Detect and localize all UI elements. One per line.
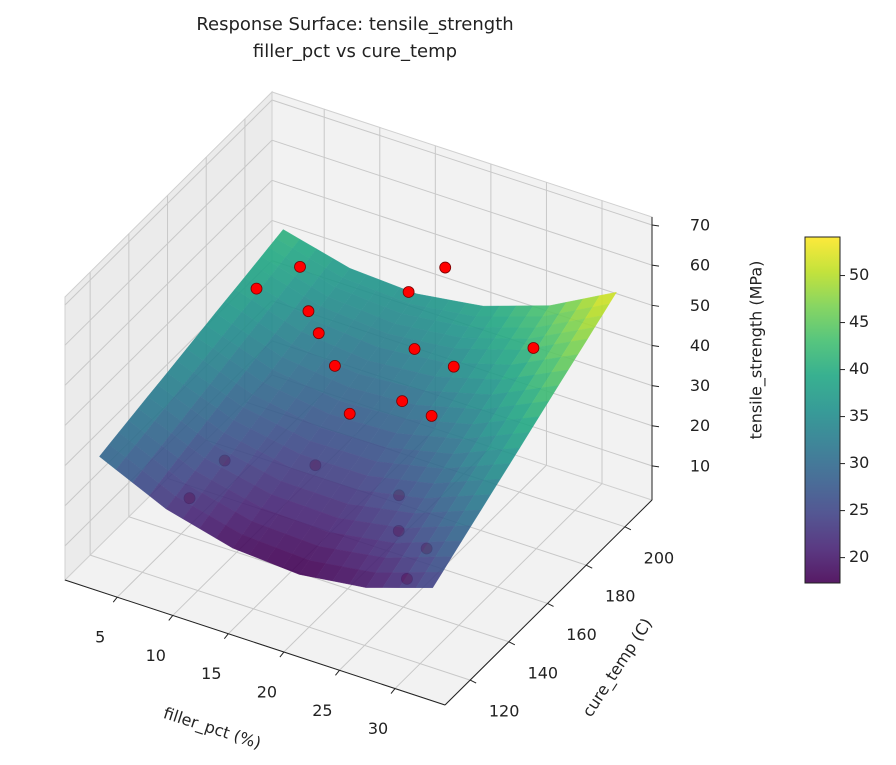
x-tick-label: 25 (312, 701, 332, 720)
data-point (402, 286, 415, 298)
y-tick-label: 160 (566, 625, 597, 644)
tick-mark (651, 344, 660, 347)
colorbar-frame (804, 236, 841, 584)
z-tick-label: 50 (690, 296, 710, 315)
grid-line (271, 99, 653, 226)
colorbar-scale (805, 237, 840, 583)
tick-mark (223, 633, 229, 640)
tick-mark (335, 669, 340, 676)
tick-mark (651, 425, 660, 428)
tick-mark (651, 465, 660, 468)
surface-facet (415, 571, 443, 589)
axes: 5 10 15 20 25 30 120 140 160 180 200 10 20 30 40 50 60 70 (64, 216, 710, 738)
grid-line (394, 483, 603, 689)
colorbar-tick-label: 35 (849, 406, 869, 425)
z-tick-label: 10 (690, 456, 710, 475)
colorbar-tick-label: 25 (849, 500, 869, 519)
colorbar-tick-label: 45 (849, 312, 869, 331)
tick-mark (390, 688, 396, 694)
x-tick-label: 20 (257, 683, 277, 702)
grid-line (64, 220, 273, 426)
tick-mark (112, 596, 118, 603)
data-point (343, 407, 356, 420)
colorbar-tick-label: 50 (849, 265, 869, 284)
x-tick-label: 30 (368, 719, 388, 738)
z-tick-label: 20 (690, 416, 710, 435)
grid-line (128, 516, 509, 643)
grid-line (64, 179, 273, 386)
data-point (329, 359, 341, 372)
z-tick-label: 70 (690, 216, 710, 235)
z-tick-label: 60 (690, 256, 710, 275)
x-axis-label: filler_pct (%) (161, 703, 264, 753)
data-point (425, 410, 438, 422)
x-axis-line (64, 579, 446, 706)
tick-mark (168, 615, 174, 621)
tick-mark (651, 385, 660, 388)
data-point (312, 327, 325, 340)
data-point (408, 343, 421, 355)
tick-mark (651, 304, 660, 307)
y-axis-line (444, 499, 653, 706)
y-tick-label: 120 (489, 702, 520, 721)
z-tick-label: 40 (690, 336, 710, 355)
data-point (527, 342, 540, 354)
y-tick-label: 140 (528, 663, 559, 682)
surface (99, 229, 617, 589)
chart-title: Response Surface: tensile_strength (196, 14, 513, 35)
x-tick-label: 5 (95, 628, 105, 647)
colorbar-tick-label: 20 (849, 547, 869, 566)
data-point (302, 305, 315, 318)
z-axis-label: tensile_strength (MPa) (747, 261, 767, 440)
grid-line (271, 179, 653, 306)
data-point (250, 282, 263, 295)
data-point (396, 395, 409, 408)
z-tick-label: 30 (690, 376, 710, 395)
points-above (250, 260, 540, 422)
tick-mark (508, 641, 516, 646)
data-point (439, 261, 452, 274)
colorbar-tick-label: 40 (849, 359, 869, 378)
tick-mark (624, 526, 632, 531)
grid-line (271, 139, 653, 266)
chart-subtitle: filler_pct vs cure_temp (253, 41, 457, 62)
colorbar-tick-label: 30 (849, 453, 869, 472)
grid-line (64, 139, 273, 346)
grid-line (64, 99, 273, 306)
x-tick-label: 10 (146, 646, 166, 665)
tick-mark (469, 679, 477, 684)
tick-mark (547, 603, 554, 607)
data-point (447, 360, 460, 373)
y-tick-label: 200 (644, 548, 675, 567)
tick-mark (586, 564, 593, 569)
data-point (294, 260, 306, 273)
tick-mark (279, 651, 285, 658)
x-tick-label: 15 (201, 664, 221, 683)
y-tick-label: 180 (605, 587, 636, 606)
tick-mark (651, 224, 660, 227)
grid-line (89, 554, 471, 681)
tick-mark (651, 264, 660, 267)
colorbar: 20 25 30 35 40 45 50 (804, 236, 869, 584)
